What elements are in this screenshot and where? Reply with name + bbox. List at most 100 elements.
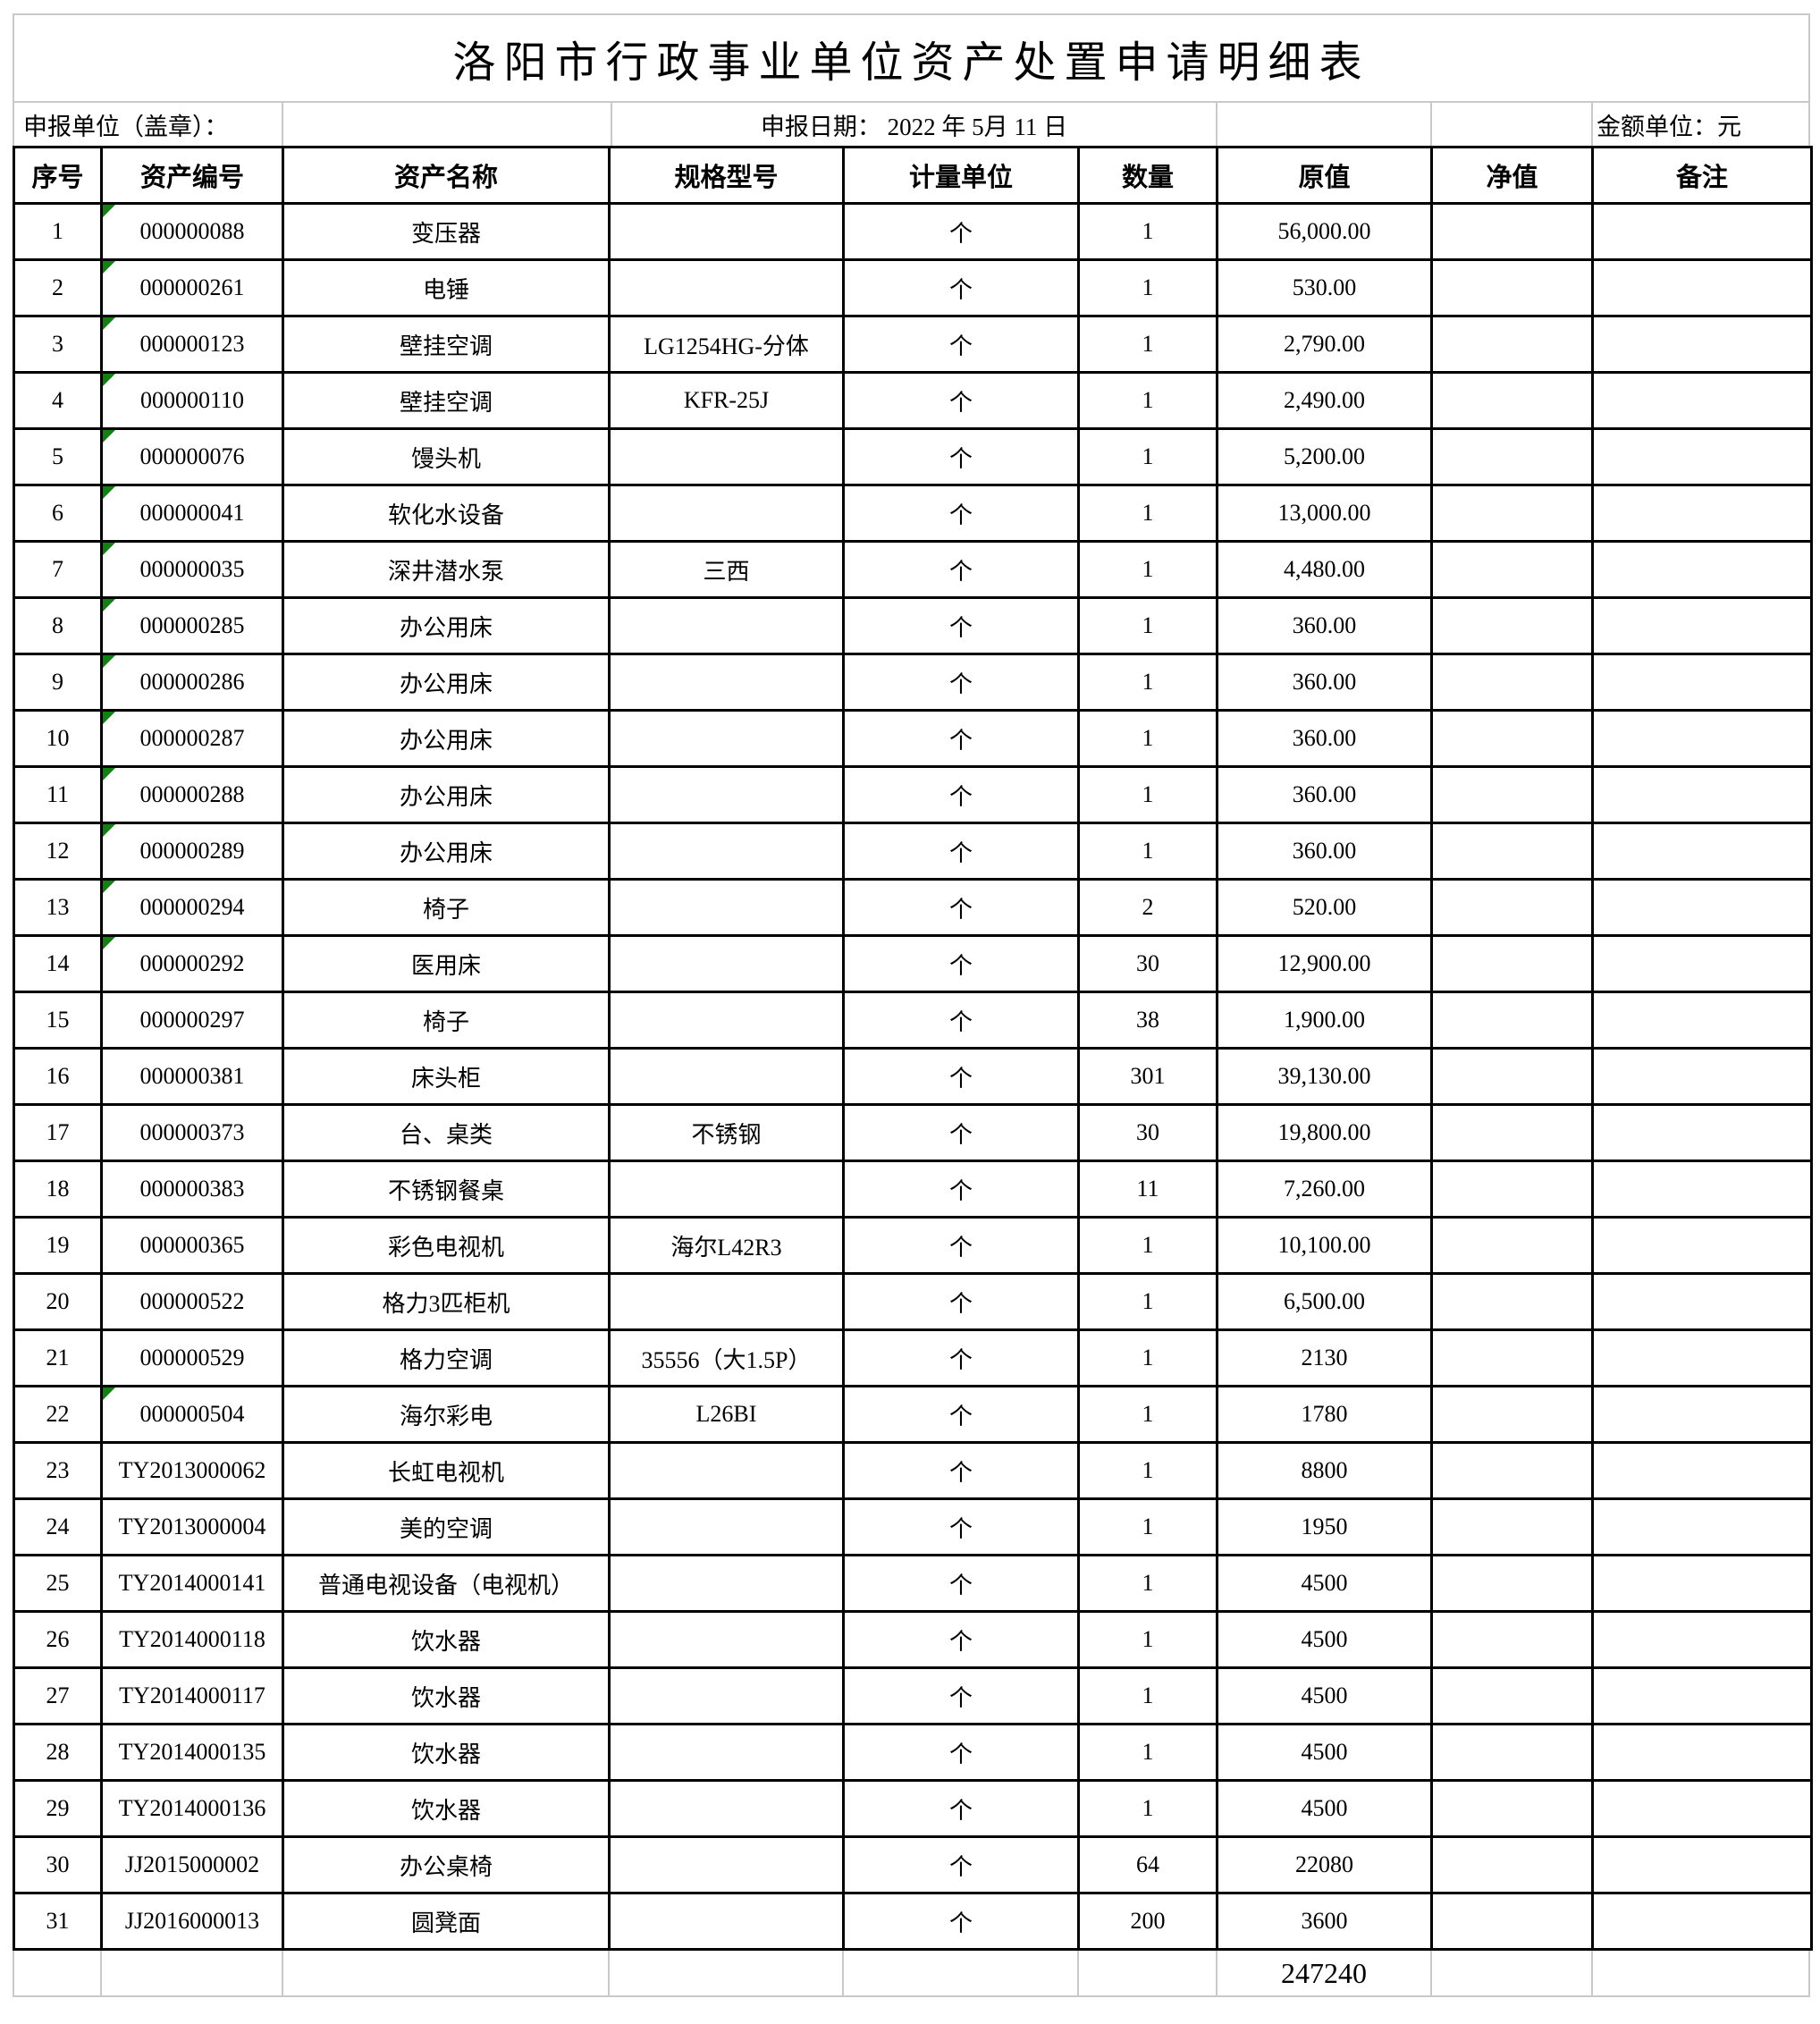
cell-net bbox=[1430, 822, 1594, 881]
cell-note bbox=[1591, 934, 1813, 993]
total-row: 247240 bbox=[13, 1951, 1810, 1997]
cell-value: 1780 bbox=[1216, 1385, 1433, 1444]
cell-code: 000000261 bbox=[100, 258, 284, 317]
cell-note bbox=[1591, 540, 1813, 599]
cell-value: 13,000.00 bbox=[1216, 484, 1433, 543]
table-row: 8 000000285 办公用床 个 1 360.00 bbox=[13, 596, 1813, 655]
cell-note bbox=[1591, 1216, 1813, 1275]
table-row: 19 000000365 彩色电视机 海尔L42R3 个 1 10,100.00 bbox=[13, 1216, 1813, 1275]
cell-spec: L26BI bbox=[608, 1385, 845, 1444]
table-row: 14 000000292 医用床 个 30 12,900.00 bbox=[13, 934, 1813, 993]
flag-triangle-icon bbox=[104, 881, 115, 893]
cell-unit: 个 bbox=[842, 1610, 1080, 1669]
cell-value: 56,000.00 bbox=[1216, 202, 1433, 261]
cell-name: 格力3匹柜机 bbox=[282, 1272, 611, 1331]
cell-note bbox=[1591, 1666, 1813, 1725]
table-row: 28 TY2014000135 饮水器 个 1 4500 bbox=[13, 1723, 1813, 1782]
cell-value: 2,790.00 bbox=[1216, 315, 1433, 374]
cell-spec bbox=[608, 653, 845, 712]
cell-spec bbox=[608, 1610, 845, 1669]
cell-unit: 个 bbox=[842, 596, 1080, 655]
table-row: 13 000000294 椅子 个 2 520.00 bbox=[13, 878, 1813, 937]
cell-code: TY2013000004 bbox=[100, 1497, 284, 1556]
cell-value: 1,900.00 bbox=[1216, 991, 1433, 1050]
cell-spec: 三西 bbox=[608, 540, 845, 599]
cell-code: 000000289 bbox=[100, 822, 284, 881]
cell-net bbox=[1430, 934, 1594, 993]
cell-qty: 1 bbox=[1077, 258, 1218, 317]
flag-triangle-icon bbox=[104, 375, 115, 386]
cell-net bbox=[1430, 1666, 1594, 1725]
cell-unit: 个 bbox=[842, 1385, 1080, 1444]
cell-code: 000000076 bbox=[100, 427, 284, 486]
cell-name: 海尔彩电 bbox=[282, 1385, 611, 1444]
cell-net bbox=[1430, 1160, 1594, 1219]
cell-qty: 1 bbox=[1077, 822, 1218, 881]
table-row: 3 000000123 壁挂空调 LG1254HG-分体个 1 2,790.00 bbox=[13, 315, 1813, 374]
cell-note bbox=[1591, 1497, 1813, 1556]
cell-no: 28 bbox=[13, 1723, 103, 1782]
cell-name: 台、桌类 bbox=[282, 1103, 611, 1162]
cell-name: 椅子 bbox=[282, 878, 611, 937]
info-empty-cell bbox=[1218, 103, 1432, 146]
table-row: 2 000000261 电锤 个 1 530.00 bbox=[13, 258, 1813, 317]
info-row: 申报单位（盖章）： 申报日期： 2022 年 5月 11 日 金额单位：元 bbox=[13, 101, 1810, 146]
cell-no: 18 bbox=[13, 1160, 103, 1219]
cell-net bbox=[1430, 1723, 1594, 1782]
cell-name: 饮水器 bbox=[282, 1779, 611, 1838]
cell-net bbox=[1430, 1328, 1594, 1387]
cell-code: TY2013000062 bbox=[100, 1441, 284, 1500]
column-header: 资产编号 bbox=[100, 146, 284, 205]
cell-value: 7,260.00 bbox=[1216, 1160, 1433, 1219]
cell-no: 14 bbox=[13, 934, 103, 993]
column-header: 备注 bbox=[1591, 146, 1813, 205]
cell-unit: 个 bbox=[842, 1554, 1080, 1613]
cell-name: 椅子 bbox=[282, 991, 611, 1050]
cell-value: 4500 bbox=[1216, 1779, 1433, 1838]
total-empty-cell bbox=[102, 1951, 283, 1995]
cell-unit: 个 bbox=[842, 934, 1080, 993]
column-header: 原值 bbox=[1216, 146, 1433, 205]
cell-spec bbox=[608, 1441, 845, 1500]
cell-name: 医用床 bbox=[282, 934, 611, 993]
cell-net bbox=[1430, 1497, 1594, 1556]
cell-qty: 38 bbox=[1077, 991, 1218, 1050]
cell-no: 1 bbox=[13, 202, 103, 261]
flag-triangle-icon bbox=[104, 1388, 115, 1400]
flag-triangle-icon bbox=[104, 656, 115, 668]
cell-spec bbox=[608, 1779, 845, 1838]
cell-spec bbox=[608, 822, 845, 881]
cell-net bbox=[1430, 1047, 1594, 1106]
cell-no: 12 bbox=[13, 822, 103, 881]
cell-value: 520.00 bbox=[1216, 878, 1433, 937]
column-header: 计量单位 bbox=[842, 146, 1080, 205]
cell-code: 000000292 bbox=[100, 934, 284, 993]
cell-note bbox=[1591, 1723, 1813, 1782]
cell-note bbox=[1591, 1047, 1813, 1106]
cell-qty: 64 bbox=[1077, 1835, 1218, 1894]
cell-note bbox=[1591, 991, 1813, 1050]
sheet-title: 洛阳市行政事业单位资产处置申请明细表 bbox=[13, 13, 1810, 101]
cell-spec: KFR-25J bbox=[608, 371, 845, 430]
cell-value: 2130 bbox=[1216, 1328, 1433, 1387]
cell-qty: 2 bbox=[1077, 878, 1218, 937]
cell-note bbox=[1591, 1103, 1813, 1162]
cell-no: 22 bbox=[13, 1385, 103, 1444]
cell-qty: 1 bbox=[1077, 1272, 1218, 1331]
cell-code: TY2014000136 bbox=[100, 1779, 284, 1838]
cell-name: 美的空调 bbox=[282, 1497, 611, 1556]
table-row: 12 000000289 办公用床 个 1 360.00 bbox=[13, 822, 1813, 881]
flag-triangle-icon bbox=[104, 431, 115, 443]
cell-note bbox=[1591, 1779, 1813, 1838]
cell-qty: 1 bbox=[1077, 1216, 1218, 1275]
table-row: 31 JJ2016000013 圆凳面 个 200 3600 bbox=[13, 1892, 1813, 1951]
table-row: 20 000000522 格力3匹柜机 个 1 6,500.00 bbox=[13, 1272, 1813, 1331]
cell-no: 8 bbox=[13, 596, 103, 655]
cell-unit: 个 bbox=[842, 991, 1080, 1050]
cell-unit: 个 bbox=[842, 1892, 1080, 1951]
cell-value: 360.00 bbox=[1216, 709, 1433, 768]
declare-date: 申报日期： 2022 年 5月 11 日 bbox=[612, 103, 1218, 146]
cell-name: 饮水器 bbox=[282, 1610, 611, 1669]
cell-value: 360.00 bbox=[1216, 822, 1433, 881]
cell-name: 床头柜 bbox=[282, 1047, 611, 1106]
